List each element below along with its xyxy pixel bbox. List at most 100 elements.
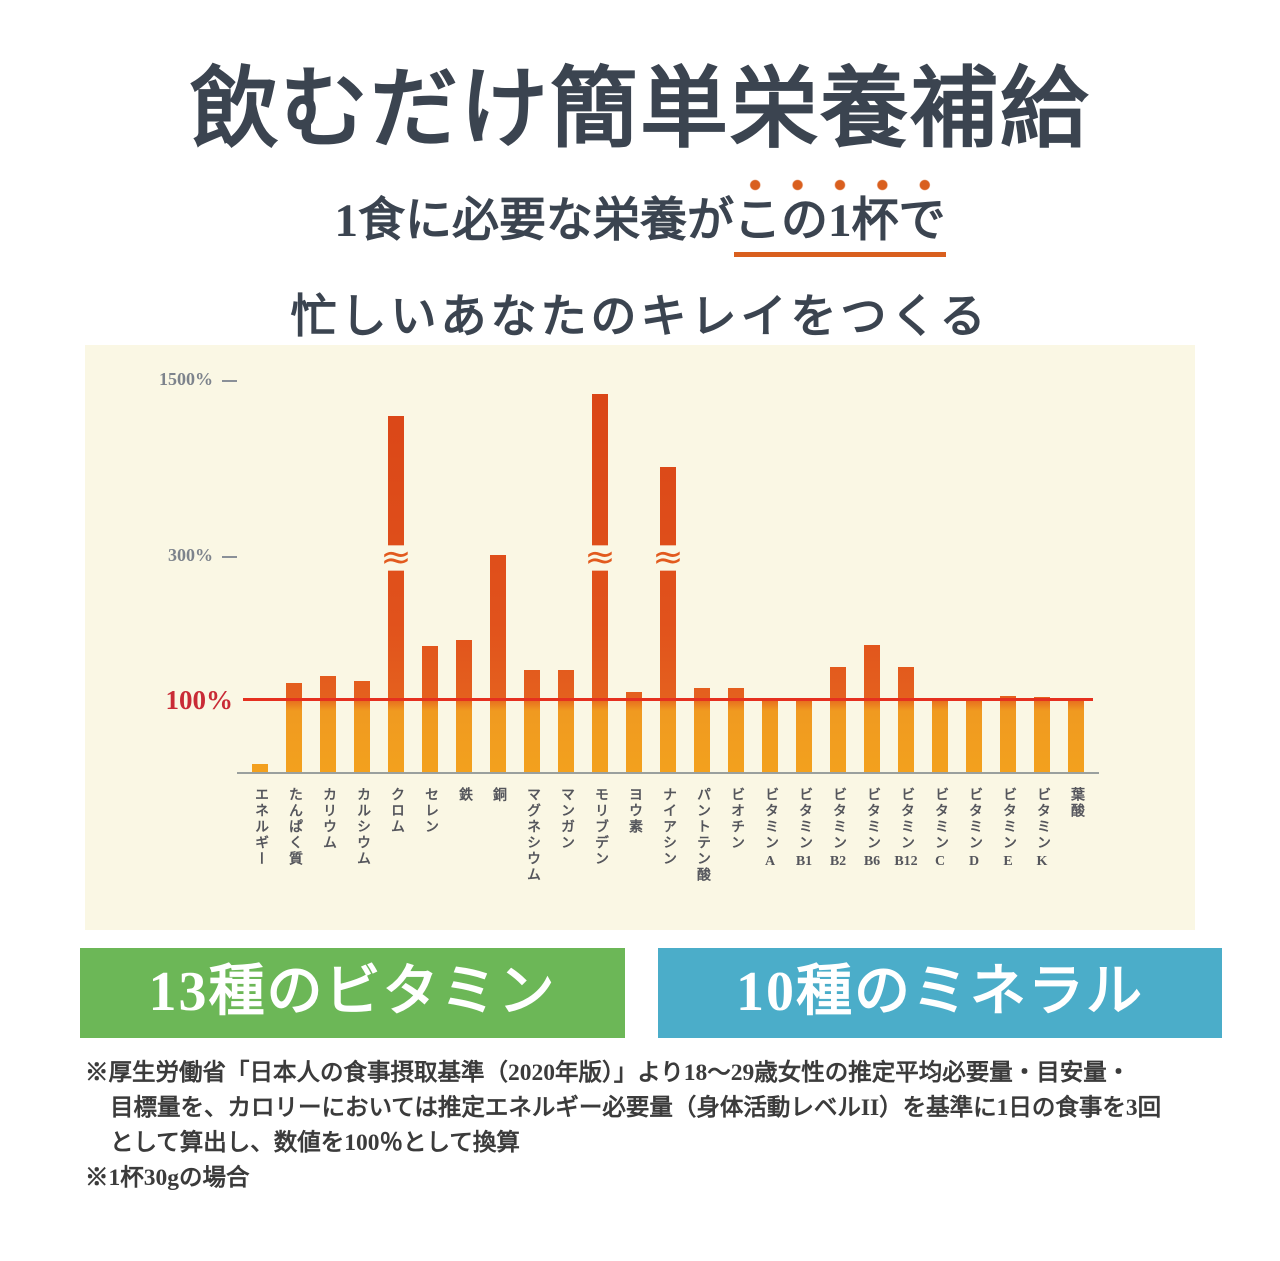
x-label-ビタミンD: ビタミン D xyxy=(957,787,991,870)
bar-column xyxy=(413,345,447,773)
bar-column xyxy=(1059,345,1093,773)
x-label-text: カリウム xyxy=(321,787,336,851)
y-tick-label: 100% xyxy=(165,685,234,716)
bar-column xyxy=(855,345,889,773)
x-label-suffix: K xyxy=(1036,854,1048,869)
footnote-line: 目標量を、カロリーにおいては推定エネルギー必要量（身体活動レベルII）を基準に1… xyxy=(110,1095,1162,1121)
bar-column xyxy=(277,345,311,773)
axis-break-icon: ≈ xyxy=(377,540,415,575)
bar-鉄 xyxy=(456,640,472,773)
y-tick-100: 100% xyxy=(85,685,234,716)
y-tick-label: 1500% xyxy=(159,369,213,389)
bar-パントテン酸 xyxy=(694,688,710,773)
bar-ナイアシン xyxy=(660,467,676,773)
x-label-text: ビタミン xyxy=(865,787,880,851)
bar-column xyxy=(311,345,345,773)
bar-column xyxy=(1025,345,1059,773)
footnotes: ※厚生労働省「日本人の食事摂取基準（2020年版）」より18～29歳女性の推定平… xyxy=(85,1056,1215,1196)
x-label-suffix: C xyxy=(934,854,946,869)
footnote-line: ※厚生労働省「日本人の食事摂取基準（2020年版）」より18～29歳女性の推定平… xyxy=(85,1060,1131,1086)
bar-column xyxy=(243,345,277,773)
x-label-モリブデン: モリブデン xyxy=(583,787,617,867)
nutrition-bar-chart: 1500% 300% 100% ≈ ≈ ≈ エネルギー たんぱく質 カリウム カルシウム クロム… xyxy=(85,345,1195,930)
bar-column xyxy=(957,345,991,773)
bar-ビオチン xyxy=(728,688,744,773)
badge-minerals: 10種のミネラル xyxy=(658,948,1222,1038)
x-label-text: マンガン xyxy=(559,787,574,851)
x-label-suffix: E xyxy=(1003,854,1013,869)
x-label-クロム: クロム xyxy=(379,787,413,835)
badge-vitamins: 13種のビタミン xyxy=(80,948,625,1038)
x-label-text: ビタミン xyxy=(899,787,914,851)
x-label-text: ビタミン xyxy=(831,787,846,851)
x-label-text: ビタミン xyxy=(933,787,948,851)
bar-ビタミンK xyxy=(1034,697,1050,773)
bar-ビタミンC xyxy=(932,700,948,773)
x-label-text: モリブデン xyxy=(593,787,608,867)
x-label-ビタミンB6: ビタミン B6 xyxy=(855,787,889,870)
bars-layer: ≈ ≈ ≈ xyxy=(243,345,1093,773)
x-label-葉酸: 葉酸 xyxy=(1059,787,1093,819)
x-label-パントテン酸: パントテン酸 xyxy=(685,787,719,883)
x-label-text: ビタミン xyxy=(797,787,812,851)
x-axis-line xyxy=(237,772,1099,774)
x-label-text: 銅 xyxy=(491,787,506,803)
x-label-ビタミンB2: ビタミン B2 xyxy=(821,787,855,870)
bar-column xyxy=(821,345,855,773)
bar-column xyxy=(549,345,583,773)
bar-葉酸 xyxy=(1068,700,1084,773)
x-label-たんぱく質: たんぱく質 xyxy=(277,787,311,867)
x-label-suffix: B1 xyxy=(795,854,813,869)
bar-ビタミンB1 xyxy=(796,700,812,773)
page-title: 飲むだけ簡単栄養補給 xyxy=(189,62,1090,159)
bar-column xyxy=(719,345,753,773)
subtitle: 1食に必要な栄養がこの1杯で xyxy=(0,178,1280,257)
bar-column xyxy=(923,345,957,773)
x-label-ナイアシン: ナイアシン xyxy=(651,787,685,867)
y-tick-mark xyxy=(222,379,237,382)
x-label-suffix: B6 xyxy=(863,854,881,869)
bar-column: ≈ xyxy=(581,345,619,773)
bar-column xyxy=(787,345,821,773)
bar-column xyxy=(345,345,379,773)
x-label-text: ビタミン xyxy=(967,787,982,851)
y-tick-mark xyxy=(222,555,237,558)
y-tick-1500: 1500% xyxy=(85,365,237,393)
bar-column xyxy=(685,345,719,773)
footnote-line: として算出し、数値を100％として換算 xyxy=(110,1130,520,1156)
bar-column xyxy=(753,345,787,773)
bar-column xyxy=(515,345,549,773)
bar-エネルギー xyxy=(252,764,268,773)
bar-column: ≈ xyxy=(377,345,415,773)
x-label-suffix: B12 xyxy=(894,854,918,869)
x-label-text: ビタミン xyxy=(1001,787,1016,851)
x-label-ビタミンB1: ビタミン B1 xyxy=(787,787,821,870)
bar-たんぱく質 xyxy=(286,683,302,773)
x-label-text: ナイアシン xyxy=(661,787,676,867)
x-label-ビタミンC: ビタミン C xyxy=(923,787,957,870)
x-label-ビタミンE: ビタミン E xyxy=(991,787,1025,870)
bar-column: ≈ xyxy=(649,345,687,773)
x-label-ビオチン: ビオチン xyxy=(719,787,753,851)
subtitle-emphasis: この1杯で xyxy=(734,178,946,257)
bar-column xyxy=(991,345,1025,773)
x-label-マンガン: マンガン xyxy=(549,787,583,851)
x-label-text: マグネシウム xyxy=(525,787,540,883)
reference-line-100pct xyxy=(243,698,1093,701)
y-tick-300: 300% xyxy=(85,541,237,569)
axis-break-icon: ≈ xyxy=(649,540,687,575)
bar-クロム xyxy=(388,416,404,773)
x-label-text: ビタミン xyxy=(763,787,778,851)
bar-カリウム xyxy=(320,676,336,773)
x-label-text: エネルギー xyxy=(253,787,268,867)
y-tick-label: 300% xyxy=(168,544,213,565)
bar-マンガン xyxy=(558,670,574,773)
x-label-suffix: A xyxy=(764,854,776,869)
x-label-銅: 銅 xyxy=(481,787,515,803)
tagline: 忙しいあなたのキレイをつくる xyxy=(290,291,990,342)
x-label-text: クロム xyxy=(389,787,404,835)
bar-ビタミンB12 xyxy=(898,667,914,773)
x-label-text: たんぱく質 xyxy=(287,787,302,867)
x-label-セレン: セレン xyxy=(413,787,447,835)
